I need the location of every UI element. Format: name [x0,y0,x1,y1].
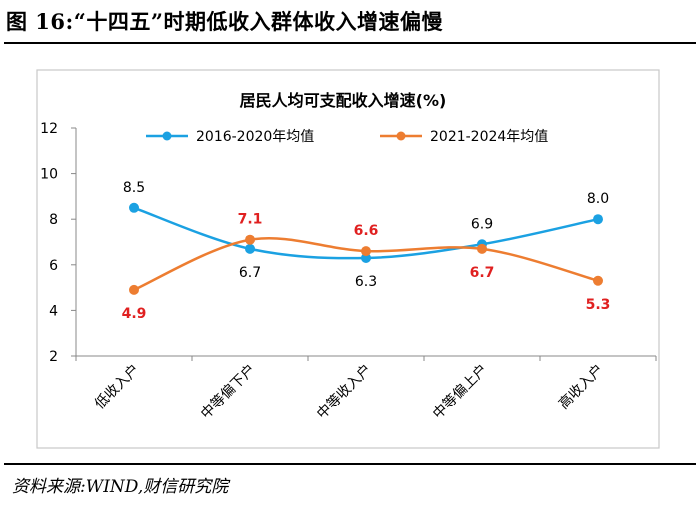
data-labels: 8.5 6.7 6.3 6.9 8.0 4.9 7.1 6.6 6.7 5.3 [122,180,611,322]
data-point [361,252,371,263]
y-tick-label: 8 [49,212,58,228]
axes: 2 4 6 8 10 12 [40,121,657,365]
chart-title: 居民人均可支配收入增速(%) [240,91,447,110]
data-point [245,243,255,254]
top-rule [4,42,696,44]
y-tick-label: 6 [49,258,58,274]
figure-title: 图 16:“十四五”时期低收入群体收入增速偏慢 [6,9,443,34]
data-point [361,246,371,257]
y-tick-label: 2 [49,349,58,365]
legend: 2016-2020年均值 2021-2024年均值 [146,129,548,145]
bottom-rule [4,463,696,465]
data-label: 6.7 [239,265,261,281]
data-label: 8.0 [587,191,609,207]
legend-label: 2021-2024年均值 [430,129,548,145]
legend-marker [162,131,172,141]
y-tick-label: 4 [49,303,58,319]
legend-marker [396,131,406,141]
source-note: 资料来源:WIND,财信研究院 [12,477,229,497]
data-point [129,202,139,213]
data-point [477,243,487,254]
data-label: 5.3 [586,297,611,313]
data-label: 6.9 [471,216,493,232]
data-point [593,275,603,286]
data-label: 6.6 [354,223,379,239]
data-markers [129,202,603,295]
data-label: 8.5 [123,180,145,196]
data-point [129,284,139,295]
data-label: 4.9 [122,306,147,322]
legend-label: 2016-2020年均值 [196,129,314,145]
data-point [245,234,255,245]
data-label: 6.3 [355,274,377,290]
data-point [593,214,603,225]
data-label: 6.7 [470,265,495,281]
y-tick-label: 10 [40,167,58,183]
y-tick-label: 12 [40,121,58,137]
data-label: 7.1 [238,212,263,228]
